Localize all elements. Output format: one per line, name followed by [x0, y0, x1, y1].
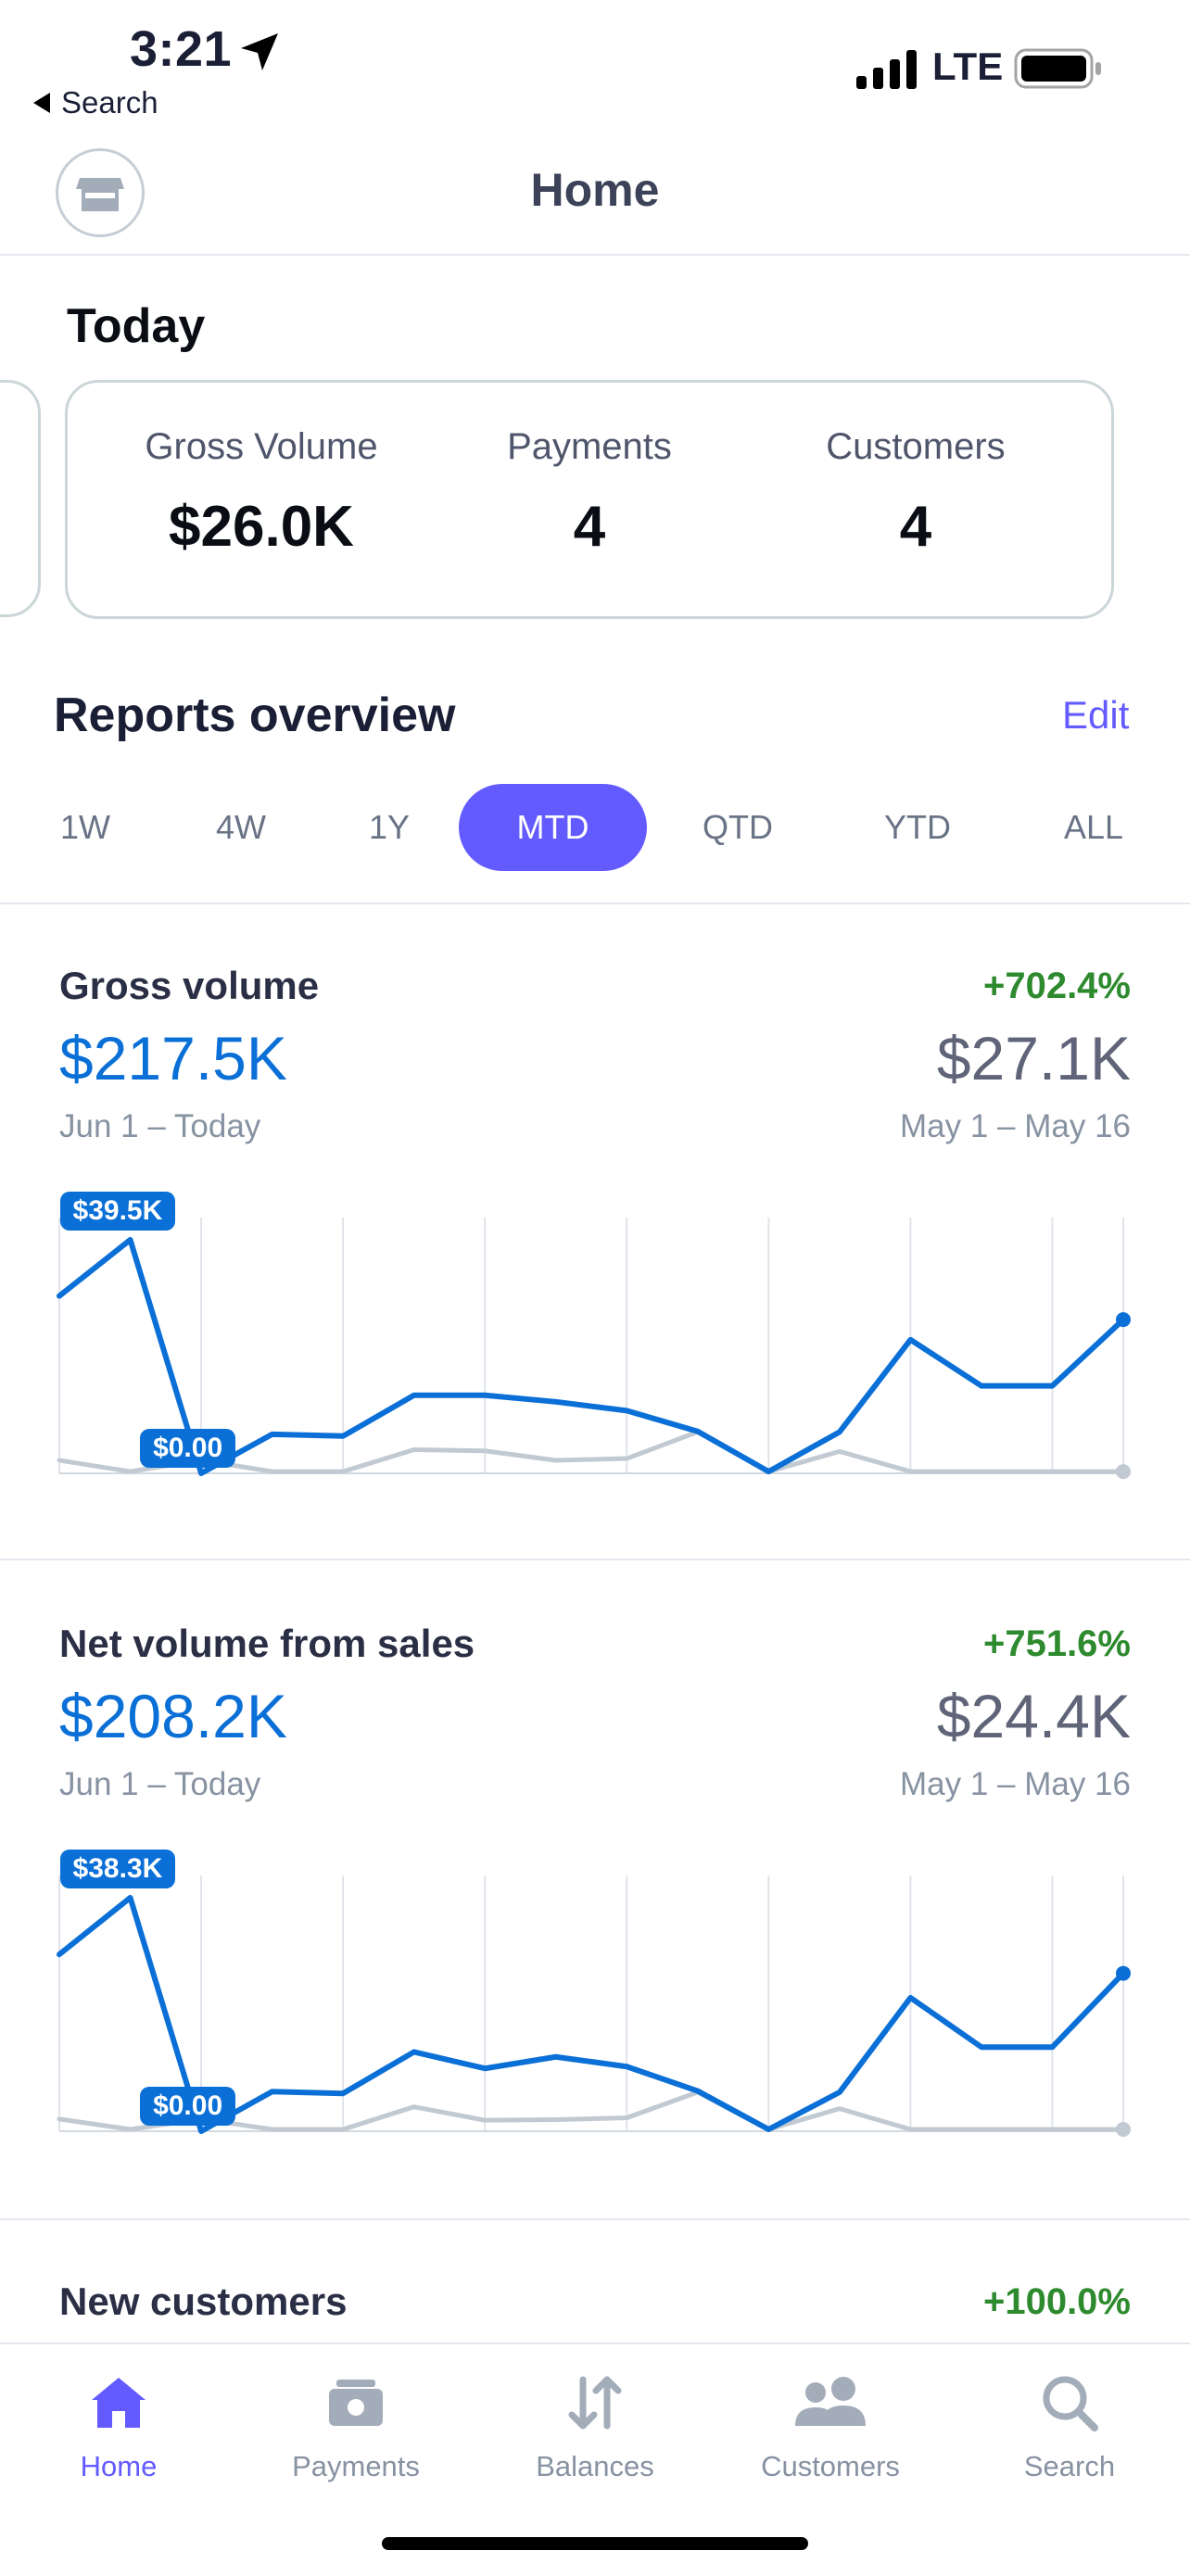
store-icon	[76, 178, 124, 211]
net-volume-previous-value: $24.4K	[936, 1682, 1131, 1750]
net-volume-change: +751.6%	[982, 1623, 1131, 1664]
tab-search[interactable]: Search	[968, 2372, 1171, 2483]
range-ytd[interactable]: YTD	[884, 808, 951, 846]
customers-stat: Customers 4	[758, 426, 1073, 560]
header-divider	[0, 254, 1190, 256]
location-arrow-icon	[241, 33, 278, 70]
reports-overview-heading: Reports overview	[54, 688, 456, 742]
previous-summary-card[interactable]	[0, 380, 41, 617]
range-1y[interactable]: 1Y	[368, 808, 411, 846]
range-mtd[interactable]: MTD	[459, 784, 647, 871]
previous-period-line	[57, 1429, 1126, 1474]
tab-customers[interactable]: Customers	[728, 2372, 932, 2483]
back-triangle-icon	[33, 93, 50, 113]
new-customers-change: +100.0%	[982, 2281, 1131, 2322]
range-4w[interactable]: 4W	[216, 808, 266, 846]
section-divider	[0, 1559, 1190, 1560]
chart-min-label: $0.00	[140, 2087, 236, 2126]
account-store-button[interactable]	[56, 148, 145, 237]
gross-volume-range: Jun 1 – Today	[59, 1108, 261, 1144]
new-customers-title[interactable]: New customers	[59, 2279, 348, 2323]
tab-balances[interactable]: Balances	[493, 2372, 697, 2483]
status-time: 3:21	[130, 21, 233, 77]
net-volume-previous-range: May 1 – May 16	[900, 1766, 1131, 1802]
gross-volume-title[interactable]: Gross volume	[59, 964, 320, 1007]
gross-volume-previous-range: May 1 – May 16	[900, 1108, 1131, 1144]
stat-label: Customers	[826, 426, 1006, 467]
net-volume-title[interactable]: Net volume from sales	[59, 1622, 475, 1665]
page-title: Home	[530, 164, 660, 216]
stat-value: 4	[899, 495, 932, 559]
previous-period-end-point	[1116, 2122, 1131, 2138]
chart-max-label: $38.3K	[59, 1850, 176, 1888]
search-icon	[1043, 2376, 1098, 2431]
date-range-selector: 1W 4W 1Y MTD QTD YTD ALL	[0, 784, 1190, 871]
chart-min-label: $0.00	[140, 1429, 236, 1468]
net-volume-value: $208.2K	[59, 1682, 287, 1750]
range-1w[interactable]: 1W	[60, 808, 110, 846]
balances-icon	[568, 2376, 622, 2430]
signal-strength-icon	[856, 50, 917, 89]
payments-icon	[329, 2380, 383, 2426]
net-volume-chart-svg	[57, 1875, 1131, 2138]
today-summary-card[interactable]	[65, 380, 1114, 619]
net-volume-chart[interactable]: $38.3K $0.00	[56, 1816, 1131, 2140]
home-icon	[92, 2378, 146, 2428]
battery-icon	[1014, 48, 1101, 89]
network-type: LTE	[932, 44, 1004, 88]
today-heading: Today	[67, 299, 206, 353]
stat-label: Gross Volume	[145, 426, 378, 467]
gross-volume-previous-value: $27.1K	[936, 1024, 1131, 1092]
home-indicator	[382, 2537, 808, 2550]
previous-period-end-point	[1116, 1464, 1131, 1480]
gross-volume-value: $217.5K	[59, 1024, 287, 1092]
section-divider	[0, 903, 1190, 904]
range-qtd[interactable]: QTD	[703, 808, 773, 846]
chart-max-label: $39.5K	[59, 1192, 176, 1231]
stat-value: 4	[573, 495, 606, 559]
payments-stat: Payments 4	[432, 426, 747, 560]
tab-home[interactable]: Home	[17, 2372, 221, 2483]
current-period-end-point	[1116, 1312, 1131, 1328]
current-period-line	[57, 1237, 1126, 1476]
edit-reports-button[interactable]: Edit	[1062, 693, 1130, 737]
previous-period-line	[57, 2090, 1126, 2132]
customers-icon	[795, 2377, 866, 2426]
back-to-search-button[interactable]: Search	[33, 85, 158, 120]
range-all[interactable]: ALL	[1063, 808, 1124, 846]
tab-payments[interactable]: Payments	[254, 2372, 458, 2483]
net-volume-range: Jun 1 – Today	[59, 1766, 261, 1802]
current-period-end-point	[1116, 1965, 1131, 1981]
gross-volume-change: +702.4%	[982, 966, 1131, 1006]
stat-label: Payments	[507, 426, 672, 467]
section-divider	[0, 2218, 1190, 2220]
current-period-line	[57, 1895, 1126, 2134]
stat-value: $26.0K	[169, 495, 354, 559]
gross-volume-chart[interactable]: $39.5K $0.00	[56, 1158, 1131, 1483]
back-search-label: Search	[61, 85, 158, 120]
gross-volume-stat: Gross Volume $26.0K	[104, 426, 419, 560]
